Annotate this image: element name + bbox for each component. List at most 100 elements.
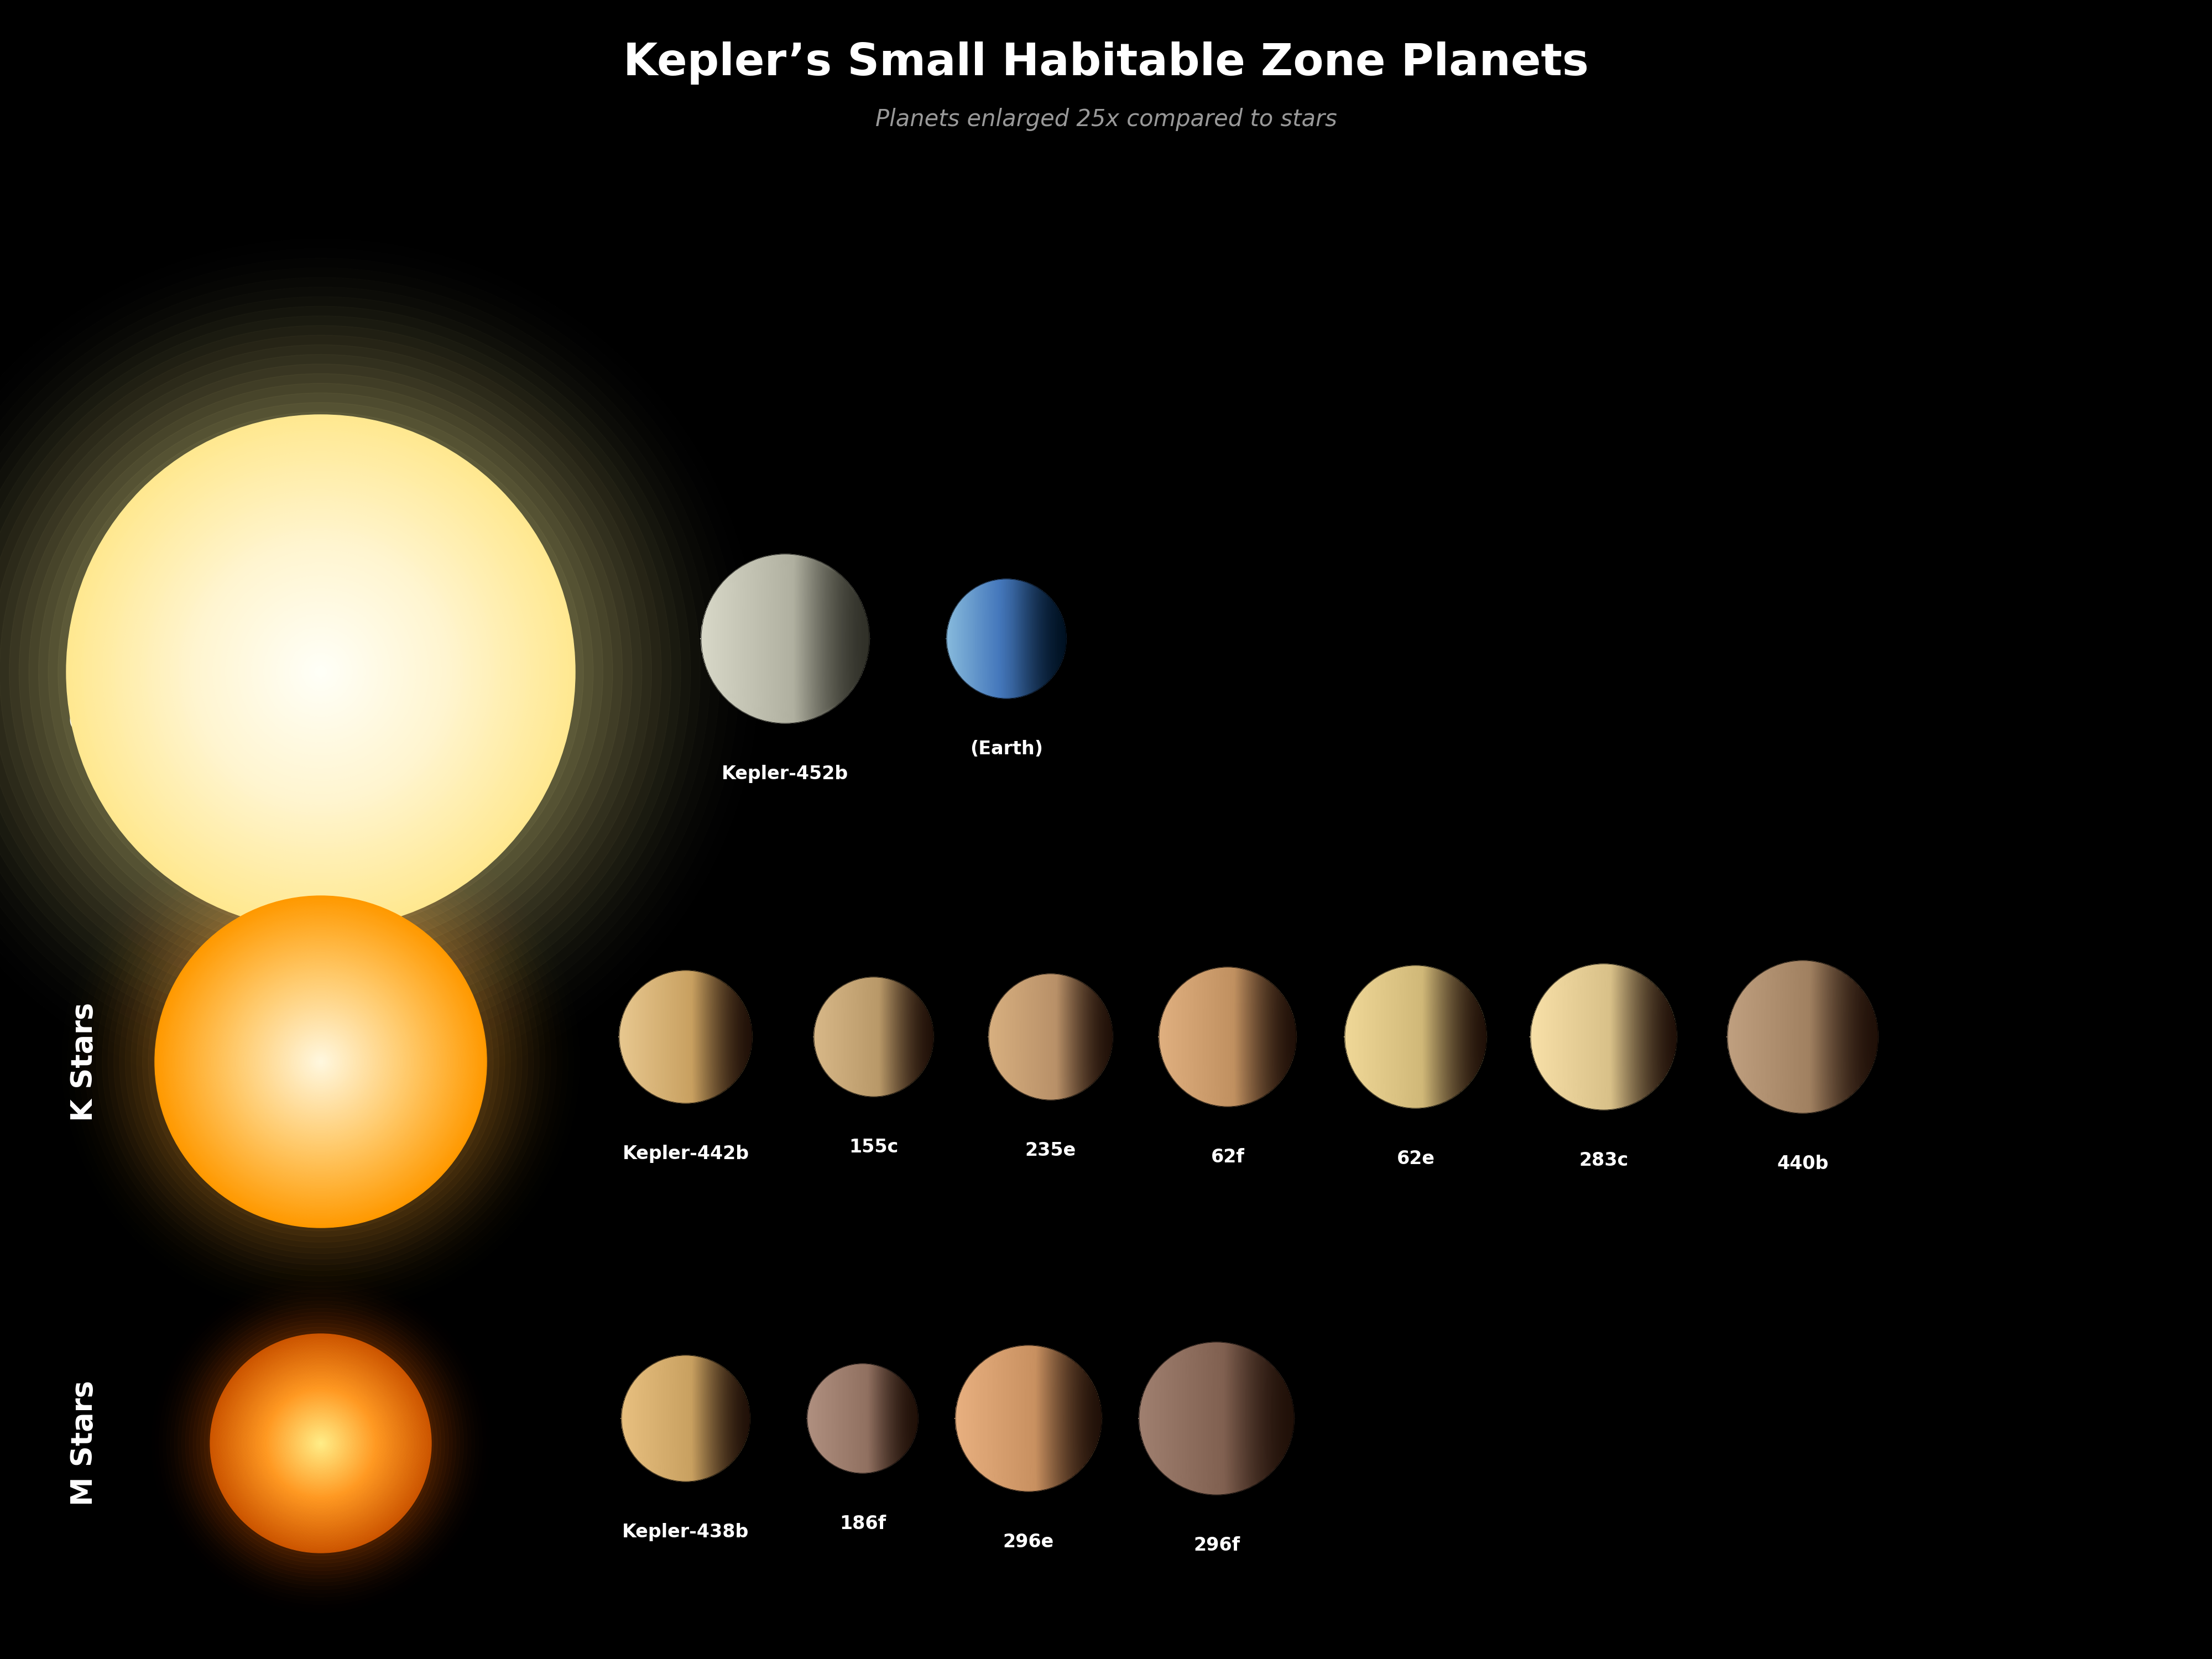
Ellipse shape <box>272 622 369 722</box>
Ellipse shape <box>234 975 407 1148</box>
Ellipse shape <box>254 1379 387 1508</box>
Ellipse shape <box>106 456 535 888</box>
Ellipse shape <box>261 1384 380 1503</box>
Ellipse shape <box>166 907 476 1216</box>
Ellipse shape <box>790 554 792 723</box>
Ellipse shape <box>226 576 416 768</box>
Ellipse shape <box>197 939 445 1185</box>
Ellipse shape <box>774 554 776 723</box>
Ellipse shape <box>186 534 456 810</box>
Ellipse shape <box>71 420 571 924</box>
Ellipse shape <box>708 606 710 672</box>
Ellipse shape <box>248 1372 394 1515</box>
Ellipse shape <box>845 581 847 697</box>
Ellipse shape <box>217 1340 425 1546</box>
Ellipse shape <box>296 1418 345 1468</box>
Ellipse shape <box>250 601 392 743</box>
Ellipse shape <box>305 1428 336 1458</box>
Text: 296f: 296f <box>1192 1536 1241 1554</box>
Ellipse shape <box>230 971 411 1153</box>
Ellipse shape <box>246 989 396 1135</box>
Ellipse shape <box>243 596 398 748</box>
Ellipse shape <box>312 1433 330 1453</box>
Ellipse shape <box>261 1384 383 1503</box>
Ellipse shape <box>717 589 719 688</box>
Ellipse shape <box>774 554 776 723</box>
Ellipse shape <box>721 584 723 693</box>
Text: 62f: 62f <box>1210 1148 1245 1166</box>
Text: Kepler’s Small Habitable Zone Planets: Kepler’s Small Habitable Zone Planets <box>624 41 1588 85</box>
Ellipse shape <box>241 982 400 1141</box>
Ellipse shape <box>301 1042 341 1082</box>
Ellipse shape <box>252 1375 389 1511</box>
Ellipse shape <box>281 1404 361 1483</box>
Ellipse shape <box>310 1433 332 1453</box>
Ellipse shape <box>184 538 458 806</box>
Text: 186f: 186f <box>838 1515 887 1533</box>
Ellipse shape <box>265 1387 376 1500</box>
Ellipse shape <box>204 556 438 788</box>
Ellipse shape <box>237 1360 405 1526</box>
Ellipse shape <box>181 924 460 1199</box>
Text: 235e: 235e <box>1024 1141 1077 1160</box>
Ellipse shape <box>825 566 827 712</box>
Ellipse shape <box>117 469 524 874</box>
Ellipse shape <box>243 1367 398 1520</box>
Text: K Stars: K Stars <box>71 1002 97 1121</box>
Ellipse shape <box>821 562 823 715</box>
Ellipse shape <box>239 1362 403 1525</box>
Ellipse shape <box>281 630 361 713</box>
Ellipse shape <box>230 579 411 765</box>
Ellipse shape <box>761 557 763 720</box>
Ellipse shape <box>268 1009 374 1115</box>
Text: 296e: 296e <box>1002 1533 1055 1551</box>
Ellipse shape <box>314 665 327 679</box>
Ellipse shape <box>77 431 564 912</box>
Ellipse shape <box>228 1350 416 1536</box>
Ellipse shape <box>299 1040 343 1083</box>
Ellipse shape <box>285 1408 356 1478</box>
Ellipse shape <box>150 501 491 843</box>
Ellipse shape <box>787 554 790 723</box>
Ellipse shape <box>199 944 442 1180</box>
Ellipse shape <box>215 564 427 780</box>
Ellipse shape <box>763 557 765 720</box>
Ellipse shape <box>619 971 752 1103</box>
Text: M Stars: M Stars <box>71 1380 97 1506</box>
Ellipse shape <box>779 554 781 723</box>
Ellipse shape <box>281 1022 361 1102</box>
Ellipse shape <box>212 952 429 1171</box>
Ellipse shape <box>765 556 768 722</box>
Ellipse shape <box>1728 961 1878 1113</box>
Ellipse shape <box>299 1422 343 1465</box>
Ellipse shape <box>772 556 774 722</box>
Ellipse shape <box>854 591 856 687</box>
Ellipse shape <box>237 586 405 758</box>
Ellipse shape <box>122 471 520 873</box>
Ellipse shape <box>168 909 473 1214</box>
Ellipse shape <box>701 554 869 723</box>
Ellipse shape <box>221 962 420 1161</box>
Ellipse shape <box>175 916 467 1208</box>
Ellipse shape <box>161 511 480 833</box>
Ellipse shape <box>208 559 434 785</box>
Ellipse shape <box>257 999 385 1125</box>
Ellipse shape <box>155 896 487 1228</box>
Ellipse shape <box>752 561 754 717</box>
Ellipse shape <box>319 1442 323 1445</box>
Ellipse shape <box>261 1384 380 1503</box>
Ellipse shape <box>228 967 416 1156</box>
Ellipse shape <box>310 1432 332 1455</box>
Ellipse shape <box>274 1397 367 1490</box>
Ellipse shape <box>285 1025 356 1098</box>
Ellipse shape <box>104 453 538 891</box>
Ellipse shape <box>239 1360 403 1526</box>
Ellipse shape <box>726 577 728 700</box>
Text: G Stars: G Stars <box>71 612 97 732</box>
Ellipse shape <box>208 949 434 1175</box>
Ellipse shape <box>794 554 796 723</box>
Ellipse shape <box>243 984 398 1140</box>
Ellipse shape <box>223 1347 418 1540</box>
Ellipse shape <box>750 561 752 717</box>
Ellipse shape <box>252 994 389 1130</box>
